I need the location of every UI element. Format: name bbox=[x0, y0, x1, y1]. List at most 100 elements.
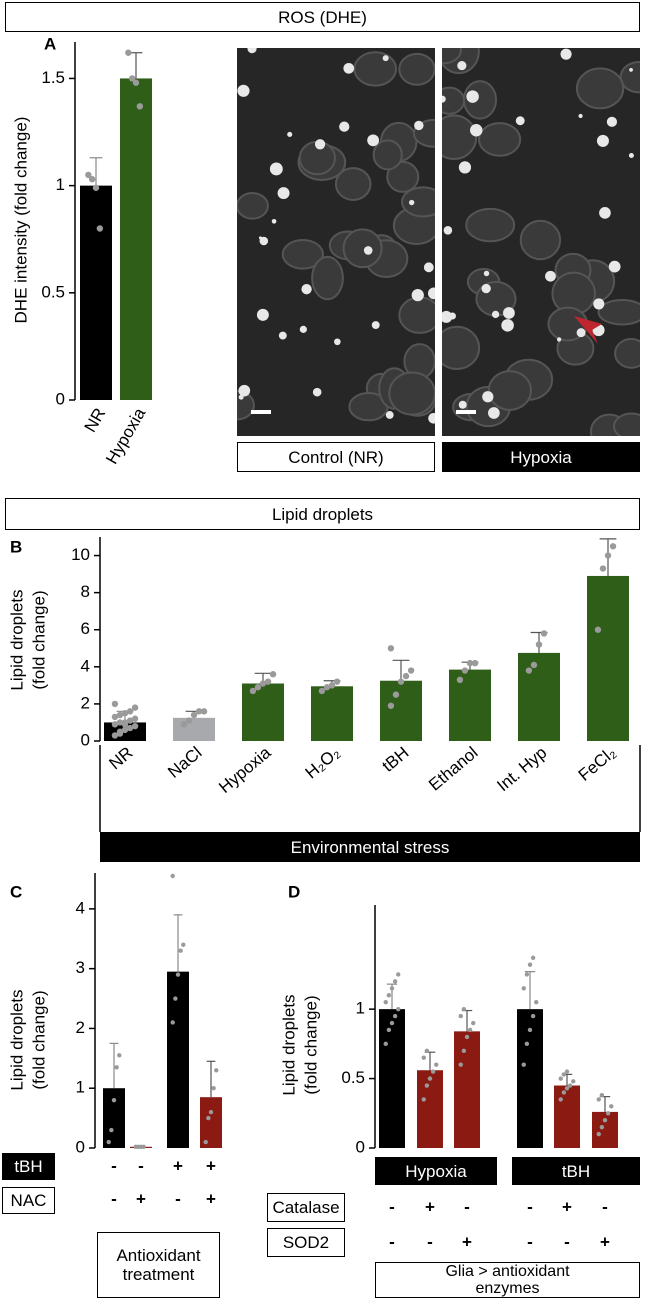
x-tick-label: NR bbox=[105, 743, 136, 773]
data-point bbox=[571, 1079, 576, 1084]
data-point bbox=[458, 1013, 463, 1019]
speckle bbox=[599, 207, 611, 219]
data-point bbox=[530, 661, 538, 669]
speckle bbox=[409, 199, 415, 206]
data-point bbox=[461, 667, 469, 674]
y-axis-label: DHE intensity (fold change) bbox=[11, 117, 30, 324]
bar bbox=[554, 1085, 580, 1148]
micrograph-texture bbox=[237, 48, 435, 424]
panel-header: Lipid droplets bbox=[5, 498, 640, 530]
data-point bbox=[464, 1034, 470, 1040]
data-point bbox=[599, 1124, 605, 1130]
speckle bbox=[238, 384, 251, 397]
data-point bbox=[170, 1020, 175, 1025]
data-point bbox=[333, 678, 341, 685]
data-point bbox=[397, 678, 405, 685]
speckle bbox=[458, 161, 472, 174]
data-point bbox=[383, 1000, 388, 1005]
data-point bbox=[461, 1048, 467, 1054]
data-point bbox=[121, 721, 129, 728]
data-point bbox=[136, 103, 144, 110]
data-point bbox=[524, 972, 530, 977]
data-point bbox=[602, 1118, 608, 1123]
y-tick-label: 1 bbox=[356, 999, 365, 1018]
speckle bbox=[576, 328, 586, 338]
data-point bbox=[195, 708, 203, 715]
condition-sign: - bbox=[427, 1232, 433, 1251]
cell bbox=[597, 298, 640, 326]
data-point bbox=[116, 730, 124, 737]
speckle bbox=[491, 310, 500, 319]
condition-sign: + bbox=[206, 1189, 216, 1208]
data-point bbox=[126, 717, 134, 724]
data-point bbox=[564, 1086, 570, 1091]
data-point bbox=[121, 726, 129, 734]
condition-sign: - bbox=[111, 1156, 117, 1175]
speckle bbox=[385, 411, 394, 419]
data-point bbox=[389, 1020, 395, 1026]
data-point bbox=[471, 1020, 476, 1026]
data-point bbox=[558, 1076, 563, 1081]
micrograph bbox=[442, 48, 640, 436]
x-tick-label: Hypoxia bbox=[215, 743, 275, 797]
speckle bbox=[343, 62, 355, 74]
condition-sign: - bbox=[464, 1197, 470, 1216]
speckle bbox=[411, 289, 424, 302]
cell bbox=[612, 412, 640, 436]
speckle bbox=[301, 283, 312, 295]
condition-sign: - bbox=[138, 1156, 144, 1175]
y-tick-label: 0 bbox=[76, 1137, 85, 1156]
cell bbox=[281, 238, 324, 270]
data-point bbox=[525, 667, 533, 674]
group-label: tBH bbox=[512, 1157, 640, 1185]
group-label: Hypoxia bbox=[375, 1157, 497, 1185]
data-point bbox=[461, 1006, 467, 1012]
panel-label: C bbox=[10, 882, 22, 901]
data-point bbox=[214, 1068, 219, 1073]
bar bbox=[592, 1111, 618, 1148]
speckle bbox=[314, 139, 326, 150]
data-point bbox=[527, 962, 533, 967]
data-point bbox=[530, 1013, 536, 1019]
data-point bbox=[540, 630, 548, 637]
data-point bbox=[85, 171, 92, 179]
data-point bbox=[180, 721, 188, 728]
data-point bbox=[323, 684, 331, 691]
data-point bbox=[594, 626, 602, 633]
y-axis-label: (fold change) bbox=[301, 995, 320, 1094]
data-point bbox=[116, 719, 124, 726]
y-tick-label: 8 bbox=[81, 582, 90, 601]
condition-sign: + bbox=[206, 1156, 216, 1175]
bar bbox=[449, 669, 491, 741]
speckle bbox=[269, 162, 283, 176]
y-tick-label: 0 bbox=[56, 389, 65, 408]
data-point bbox=[126, 708, 134, 715]
cell bbox=[334, 167, 372, 201]
cell bbox=[619, 61, 640, 94]
data-point bbox=[185, 717, 193, 724]
speckle bbox=[488, 407, 500, 419]
x-tick-label: NaCl bbox=[164, 743, 205, 782]
speckle bbox=[578, 113, 583, 119]
cell bbox=[575, 67, 625, 110]
bar bbox=[311, 686, 353, 741]
y-axis-label: Lipid droplets bbox=[7, 589, 26, 690]
data-point bbox=[383, 1041, 388, 1047]
speckle bbox=[458, 400, 467, 409]
data-point bbox=[458, 1062, 463, 1067]
data-point bbox=[527, 1027, 533, 1033]
speckle bbox=[556, 337, 562, 342]
image-label: Hypoxia bbox=[442, 442, 640, 472]
speckle bbox=[606, 116, 618, 127]
x-tick-label: H₂O₂ bbox=[302, 743, 344, 782]
y-tick-label: 0 bbox=[356, 1137, 365, 1156]
bar bbox=[379, 1009, 405, 1148]
data-point bbox=[434, 1062, 439, 1067]
data-point bbox=[128, 75, 136, 82]
data-point bbox=[561, 1072, 567, 1077]
data-point bbox=[424, 1048, 430, 1054]
condition-sign: + bbox=[425, 1197, 435, 1216]
condition-label: SOD2 bbox=[267, 1228, 345, 1257]
condition-sign: - bbox=[527, 1197, 533, 1216]
